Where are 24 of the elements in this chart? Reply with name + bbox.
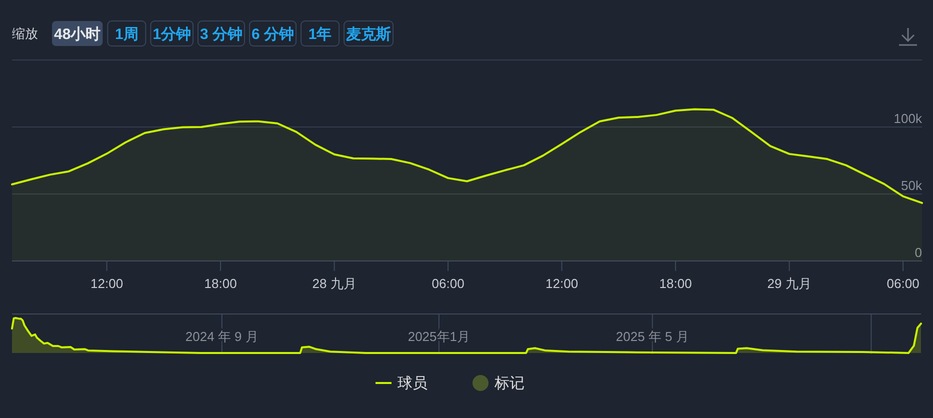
text: 缩放 [12,26,38,41]
x-tick-label: 2025年1月 [408,329,470,344]
x-tick-label: 18:00 [659,276,692,291]
x-tick-label: 2025 年 5 月 [616,329,689,344]
text: 1分钟 [152,26,192,43]
x-tick-label: 29 九月 [767,276,812,291]
text: 48小时 [54,26,101,43]
text: 1年 [308,26,332,43]
y-tick-label: 0 [914,245,922,260]
legend-label: 标记 [494,375,524,392]
text: 麦克斯 [345,26,392,43]
x-tick-label: 2024 年 9 月 [185,329,258,344]
x-tick-label: 28 九月 [312,276,356,291]
x-tick-label: 06:00 [886,276,920,291]
x-tick-label: 12:00 [546,276,578,291]
text: 6 分钟 [252,26,294,43]
legend-label: 球员 [398,375,428,392]
text: 1周 [115,26,138,43]
x-tick-label: 12:00 [90,276,124,291]
x-tick-label: 06:00 [432,276,464,291]
y-tick-label: 100k [894,111,922,126]
text: 3 分钟 [200,26,243,43]
x-tick-label: 18:00 [204,276,237,291]
y-tick-label: 50k [901,178,922,193]
